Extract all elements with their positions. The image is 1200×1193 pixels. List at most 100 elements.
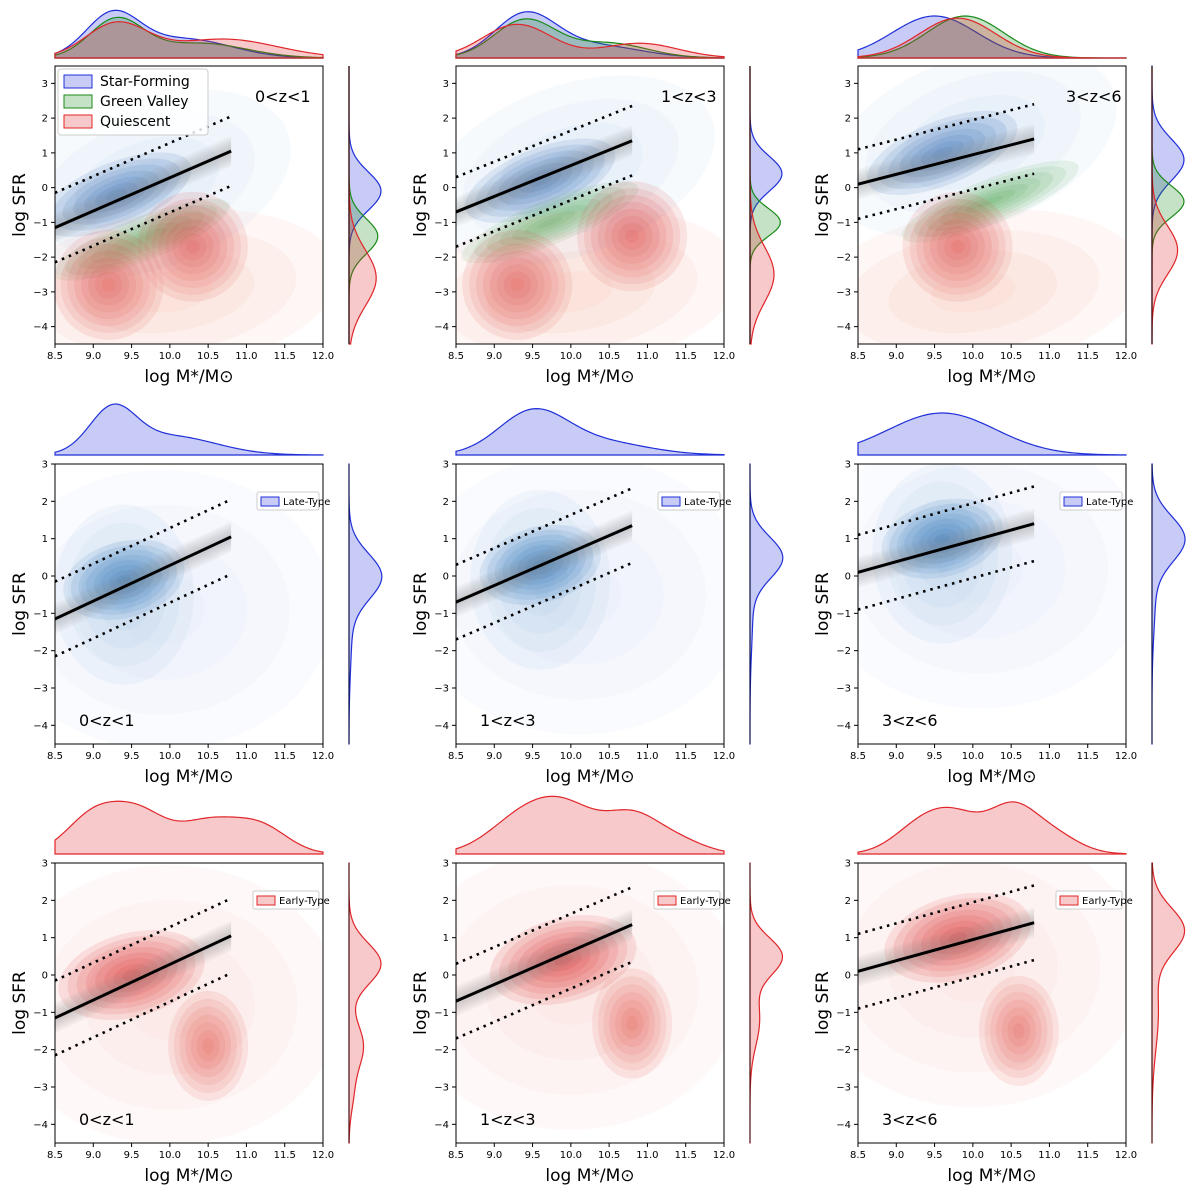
x-tick-label: 8.5: [448, 751, 464, 762]
density-contour: [119, 574, 205, 645]
x-tick-label: 11.0: [1038, 751, 1060, 762]
y-tick-label: −3: [836, 684, 851, 695]
density-contour: [597, 976, 667, 1071]
density-contour: [55, 112, 255, 256]
x-tick-label: 11.0: [636, 1150, 658, 1161]
y-tick-label: 2: [845, 896, 851, 907]
x-tick-label: 9.0: [486, 1150, 502, 1161]
density-contour: [474, 187, 626, 258]
density-contour: [902, 191, 1013, 302]
density-contour: [84, 934, 255, 1075]
x-tick-label: 10.0: [159, 751, 181, 762]
marginal-top-late-type: [54, 403, 324, 456]
x-tick-label: 10.5: [1000, 751, 1022, 762]
y-tick-label: 3: [42, 79, 48, 90]
density-contour: [55, 864, 323, 1143]
density-contour: [475, 144, 605, 217]
density-contour: [456, 884, 699, 1095]
x-tick-label: 10.0: [159, 351, 181, 362]
density-contour: [626, 1015, 638, 1032]
plot-frame: [54, 463, 324, 745]
density-contour: [87, 264, 130, 306]
y-tick-label: −3: [434, 684, 449, 695]
x-tick-label: 12.0: [312, 351, 334, 362]
legend-swatch: [657, 895, 677, 906]
plot-frame: [857, 862, 1127, 1144]
density-contour: [498, 525, 583, 634]
density-contour: [55, 469, 323, 744]
density-layer: [55, 469, 323, 744]
x-tick-label: 8.5: [850, 351, 866, 362]
density-contour: [900, 94, 1045, 190]
y-tick-label: −4: [836, 322, 851, 333]
density-layer: [456, 464, 724, 735]
x-tick-label: 9.0: [486, 351, 502, 362]
x-tick-label: 9.0: [85, 351, 101, 362]
y-tick-label: −4: [33, 721, 48, 732]
legend-swatch: [661, 496, 681, 507]
density-contour: [858, 863, 1101, 1073]
x-tick-label: 10.0: [159, 1150, 181, 1161]
density-contour: [456, 464, 724, 735]
x-tick-label: 12.0: [312, 1150, 334, 1161]
y-tick-label: −1: [836, 218, 851, 229]
y-tick-label: −2: [33, 646, 48, 657]
density-contour: [604, 208, 660, 264]
x-tick-label: 12.0: [713, 351, 735, 362]
x-tick-label: 10.5: [197, 1150, 219, 1161]
fit-scatter-line: [54, 971, 232, 1057]
x-tick-label: 11.5: [274, 1150, 296, 1161]
y-tick-label: −4: [434, 721, 449, 732]
density-contour: [185, 1014, 231, 1078]
legend-swatch: [63, 94, 93, 109]
x-axis-label: log M*/M⊙: [144, 367, 233, 387]
density-contour: [90, 216, 192, 264]
panel-row2-3: 8.5 9.0 9.5 10.0 10.5 11.0 11.5 12.0 −4 −3 −2 −1 0 1 2…: [813, 412, 1186, 787]
x-axis-label: log M*/M⊙: [144, 1166, 233, 1186]
x-tick-label: 12.0: [312, 751, 334, 762]
density-contour: [67, 243, 150, 327]
density-contour: [58, 930, 205, 1020]
density-contour: [101, 564, 147, 595]
y-axis-label: log SFR: [411, 173, 431, 237]
y-tick-label: −2: [434, 253, 449, 264]
x-tick-label: 11.0: [235, 751, 257, 762]
marginal-top-green-valley: [455, 18, 725, 59]
density-contour: [614, 999, 650, 1048]
density-contour: [55, 152, 192, 237]
legend-swatch: [63, 74, 93, 89]
density-contour: [1013, 1023, 1025, 1039]
plot-frame: [455, 862, 725, 1144]
x-tick-label: 12.0: [713, 1150, 735, 1161]
x-axis-label: log M*/M⊙: [545, 767, 634, 787]
legend-label: Late-Type: [1086, 497, 1133, 508]
density-contour: [456, 489, 706, 700]
density-contour: [165, 219, 221, 275]
plot-frame: [857, 65, 1127, 345]
y-tick-label: −3: [434, 1083, 449, 1094]
x-tick-label: 9.5: [525, 1150, 541, 1161]
x-tick-label: 8.5: [448, 1150, 464, 1161]
plot-frame: [455, 463, 725, 745]
density-contour: [901, 160, 1079, 243]
density-contour: [590, 195, 674, 278]
density-contour: [936, 118, 1009, 167]
y-axis-label: log SFR: [813, 572, 833, 636]
density-contour: [620, 1007, 644, 1040]
density-contour: [168, 990, 249, 1101]
marginal-top-early-type: [54, 800, 324, 855]
x-tick-label: 11.0: [235, 1150, 257, 1161]
density-contour: [485, 919, 656, 1060]
density-layer: [858, 464, 1126, 709]
main-sequence-fit: [54, 149, 232, 229]
marginal-right-late-type: [749, 463, 784, 745]
y-tick-label: −3: [33, 684, 48, 695]
x-tick-label: 9.5: [124, 1150, 140, 1161]
redshift-label: 1<z<3: [661, 87, 717, 106]
density-contour: [84, 176, 149, 213]
density-contour: [115, 228, 167, 252]
main-sequence-fit: [54, 535, 232, 621]
x-tick-label: 10.0: [560, 1150, 582, 1161]
marginal-top-early-type: [857, 801, 1127, 855]
y-tick-label: −2: [434, 1045, 449, 1056]
